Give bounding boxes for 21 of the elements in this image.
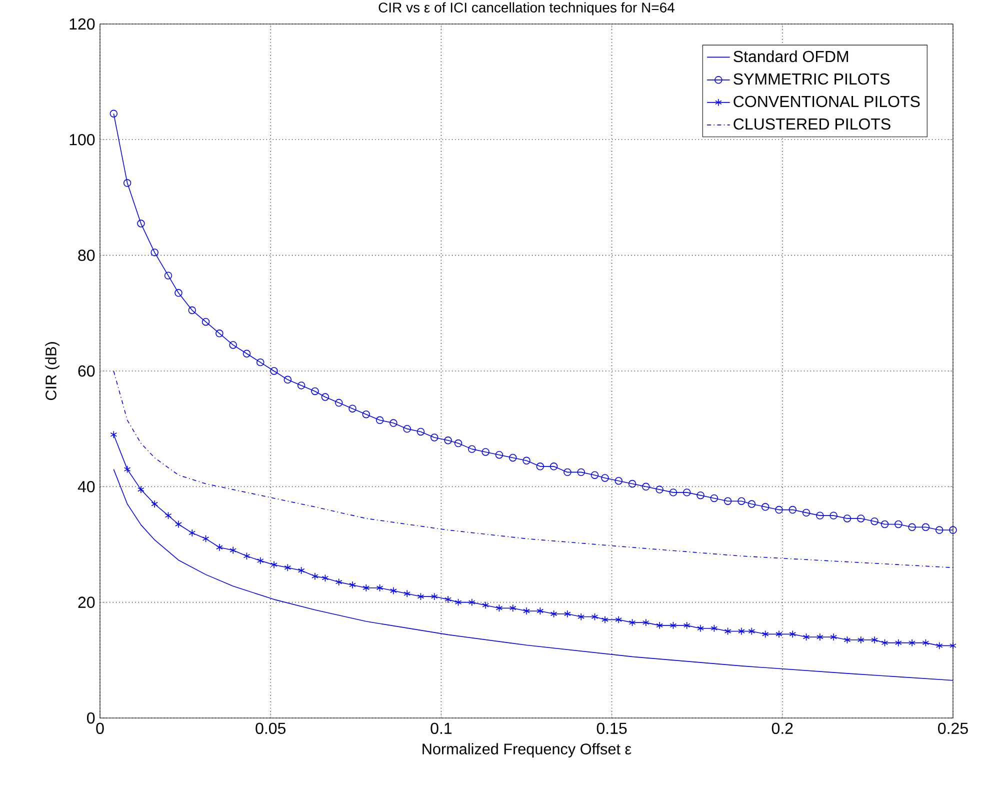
x-tick-label: 0.25 [938, 722, 968, 734]
y-tick-label: 80 [78, 250, 95, 261]
x-tick-label: 0.2 [772, 722, 793, 734]
y-tick-label: 40 [78, 480, 95, 492]
x-tick-label: 0.05 [256, 722, 286, 734]
legend-label: CLUSTERED PILOTS [734, 118, 890, 130]
line-series [113, 468, 953, 681]
legend-label: Standard OFDM [734, 50, 848, 62]
chart-title: CIR vs ε of ICI cancellation techniques for N=64 [378, 2, 674, 16]
x-tick-label: 0.15 [596, 722, 627, 734]
y-tick-label: 0 [87, 712, 95, 724]
x-tick-label: 0 [96, 722, 104, 734]
y-axis-title: CIR (dB) [45, 342, 60, 400]
y-tick-label: 100 [70, 134, 95, 146]
legend-label: SYMMETRIC PILOTS [734, 73, 890, 85]
y-tick-label: 20 [78, 596, 95, 608]
y-tick-label: 120 [70, 18, 95, 30]
legend-label: CONVENTIONAL PILOTS [734, 96, 920, 108]
x-tick-label: 0.1 [430, 722, 452, 734]
y-tick-label: 60 [78, 365, 95, 377]
x-axis-title: Normalized Frequency Offset ε [422, 743, 632, 758]
